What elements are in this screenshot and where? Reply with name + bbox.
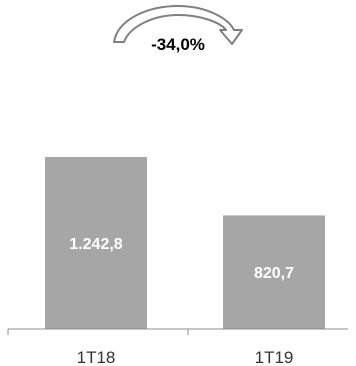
- bar-1t18: [45, 157, 147, 329]
- tick-label-1t18: 1T18: [77, 348, 116, 366]
- bar-1t19: [223, 215, 325, 329]
- change-annotation-label: -34,0%: [151, 35, 205, 54]
- data-label-1t18: 1.242,8: [69, 236, 122, 253]
- change-annotation: -34,0%: [113, 5, 243, 54]
- x-axis-ticks: 1T18 1T19: [7, 329, 294, 366]
- bars-group: [45, 157, 325, 329]
- data-labels: 1.242,8 820,7: [69, 236, 294, 282]
- curved-arrow-icon: [113, 5, 243, 45]
- tick-label-1t19: 1T19: [255, 348, 294, 366]
- data-label-1t19: 820,7: [254, 265, 294, 282]
